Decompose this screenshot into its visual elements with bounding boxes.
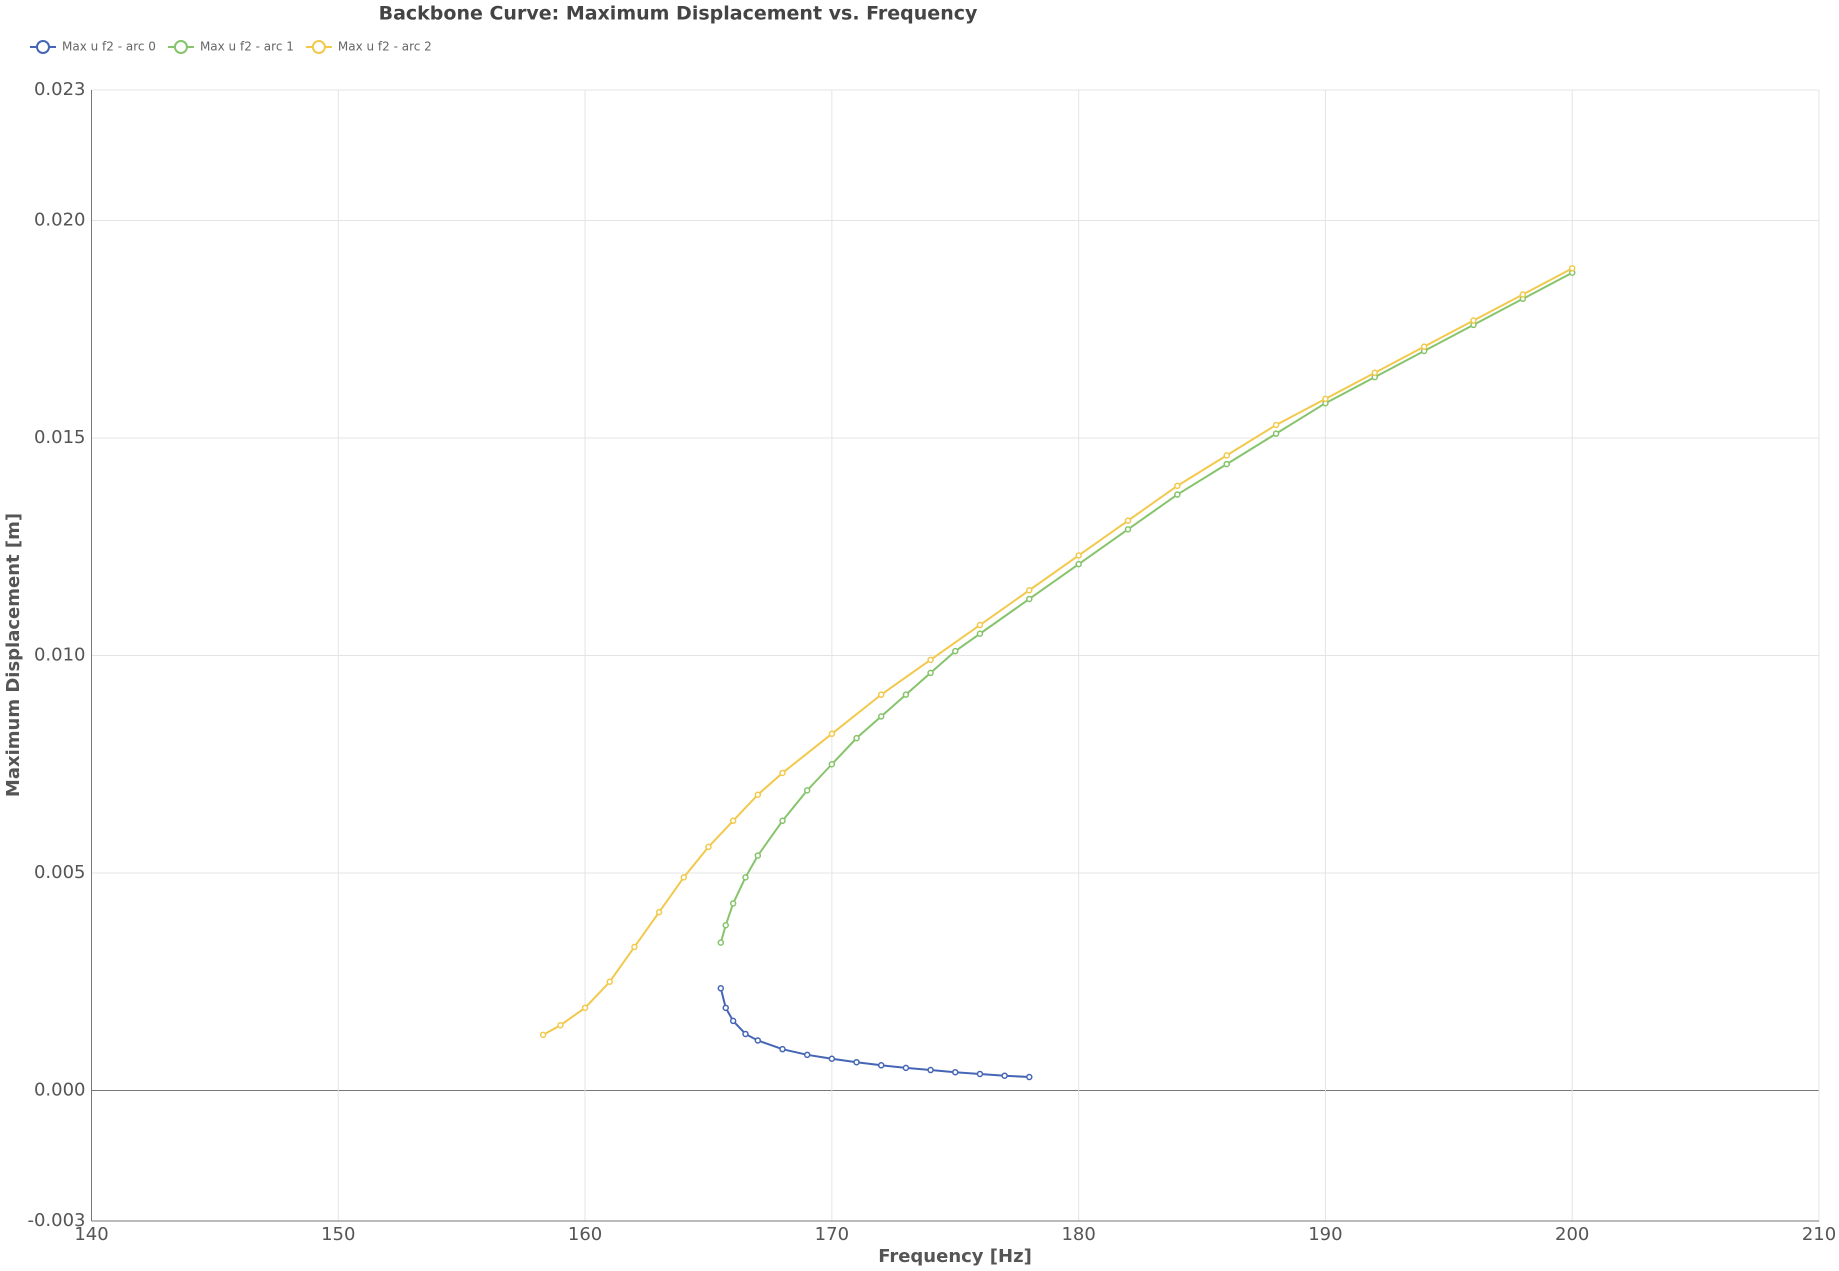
x-tick-label: 180: [1061, 1224, 1095, 1245]
point: [631, 943, 638, 951]
series-line: [542, 267, 1573, 1036]
point: [722, 921, 729, 929]
y-tick-label: 0.015: [34, 427, 86, 448]
point: [742, 874, 749, 881]
legend-marker: [173, 40, 188, 54]
point: [927, 1066, 934, 1074]
point: [1223, 452, 1230, 459]
point: [1568, 265, 1576, 272]
legend-label: Max u f2 - arc 2: [338, 40, 432, 54]
legend-label: Max u f2 - arc 1: [200, 40, 294, 54]
x-tick-label: 170: [815, 1224, 849, 1245]
x-tick-label: 160: [568, 1224, 602, 1245]
x-tick-label: 190: [1308, 1224, 1342, 1245]
point: [1124, 526, 1132, 533]
point: [1075, 552, 1082, 559]
point: [828, 761, 836, 768]
point: [1026, 595, 1033, 603]
point: [754, 1037, 762, 1044]
x-axis-title: Frequency [Hz]: [878, 1246, 1032, 1267]
point: [877, 691, 885, 698]
point: [779, 817, 786, 825]
y-tick-label: 0.010: [34, 645, 86, 666]
point: [828, 1055, 836, 1062]
point: [729, 817, 737, 825]
point: [655, 908, 663, 916]
point: [754, 852, 762, 859]
point: [557, 1022, 564, 1029]
point: [803, 787, 811, 794]
point: [680, 874, 688, 881]
point: [717, 985, 725, 992]
point: [779, 1045, 786, 1053]
x-tick-label: 210: [1802, 1224, 1836, 1245]
point: [1322, 395, 1329, 403]
point: [976, 1070, 984, 1078]
point: [729, 900, 737, 907]
point: [853, 734, 860, 742]
point: [927, 656, 934, 664]
point: [902, 691, 910, 698]
series-line: [719, 988, 1030, 1079]
point: [1174, 482, 1181, 490]
x-tick-label: 140: [74, 1224, 108, 1245]
point: [927, 669, 934, 677]
y-tick-label: -0.003: [27, 1210, 85, 1231]
x-tick-label: 200: [1555, 1224, 1589, 1245]
point: [742, 1030, 749, 1038]
point: [1470, 317, 1477, 324]
point: [1519, 291, 1527, 298]
y-axis-title: Maximum Displacement [m]: [3, 513, 24, 797]
point: [1272, 421, 1280, 429]
point: [1001, 1072, 1008, 1079]
y-tick-label: 0.020: [34, 210, 86, 231]
point: [717, 939, 725, 946]
point: [779, 769, 786, 777]
point: [705, 843, 712, 851]
y-tick-label: 0.000: [34, 1080, 86, 1101]
point: [1026, 587, 1033, 594]
point: [1371, 369, 1379, 376]
point: [1420, 343, 1428, 350]
point: [952, 647, 959, 655]
point: [1124, 517, 1132, 524]
point: [1272, 430, 1280, 437]
series-line: [719, 271, 1573, 943]
point: [729, 1017, 737, 1025]
point: [976, 630, 984, 637]
legend-marker: [36, 40, 50, 54]
y-tick-label: 0.023: [34, 79, 86, 100]
x-tick-label: 150: [321, 1224, 355, 1245]
point: [754, 791, 762, 798]
legend-marker: [311, 40, 326, 54]
point: [803, 1051, 811, 1059]
point: [606, 978, 613, 985]
point: [877, 713, 885, 720]
point: [853, 1058, 860, 1066]
point: [539, 1031, 547, 1039]
point: [722, 1004, 729, 1012]
point: [581, 1004, 589, 1012]
point: [877, 1062, 885, 1069]
point: [1075, 560, 1082, 568]
point: [828, 730, 836, 738]
legend-label: Max u f2 - arc 0: [62, 40, 156, 54]
point: [952, 1068, 959, 1076]
point: [1174, 491, 1181, 498]
point: [1026, 1073, 1033, 1081]
chart-title: Backbone Curve: Maximum Displacement vs.…: [379, 3, 978, 25]
point: [976, 621, 984, 629]
point: [1223, 460, 1230, 468]
y-tick-label: 0.005: [34, 862, 86, 883]
point: [902, 1064, 910, 1072]
